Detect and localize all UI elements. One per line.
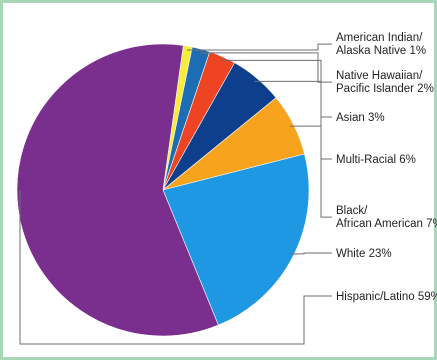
slice-label-4-line-0: Black/ [336,205,368,217]
callout-leaders [19,43,332,345]
leader-line-1 [200,52,332,83]
pie-slices [16,43,310,337]
slice-label-5-line-0: White 23% [336,248,392,260]
leader-line-4 [289,125,332,218]
pie-slice-5 [162,153,310,326]
leader-line-5 [289,252,332,255]
slice-label-3-line-0: Multi-Racial 6% [336,154,416,166]
slice-label-0-line-0: American Indian/ [336,32,423,44]
leader-line-6 [19,190,332,345]
slice-label-4-line-1: African American 7% [336,218,437,230]
slice-label-2-line-0: Asian 3% [336,112,385,124]
callout-labels: American Indian/Alaska Native 1% Native H… [336,32,437,303]
leader-line-3 [254,80,332,160]
slice-label-0-line-1: Alaska Native 1% [336,45,426,57]
leader-line-0 [187,43,332,51]
slice-label-1-line-1: Pacific Islander 2% [336,83,434,95]
pie-slice-6 [16,43,219,337]
slice-label-6-line-0: Hispanic/Latino 59% [336,291,437,303]
slice-label-1-line-0: Native Hawaiian/ [336,70,423,82]
